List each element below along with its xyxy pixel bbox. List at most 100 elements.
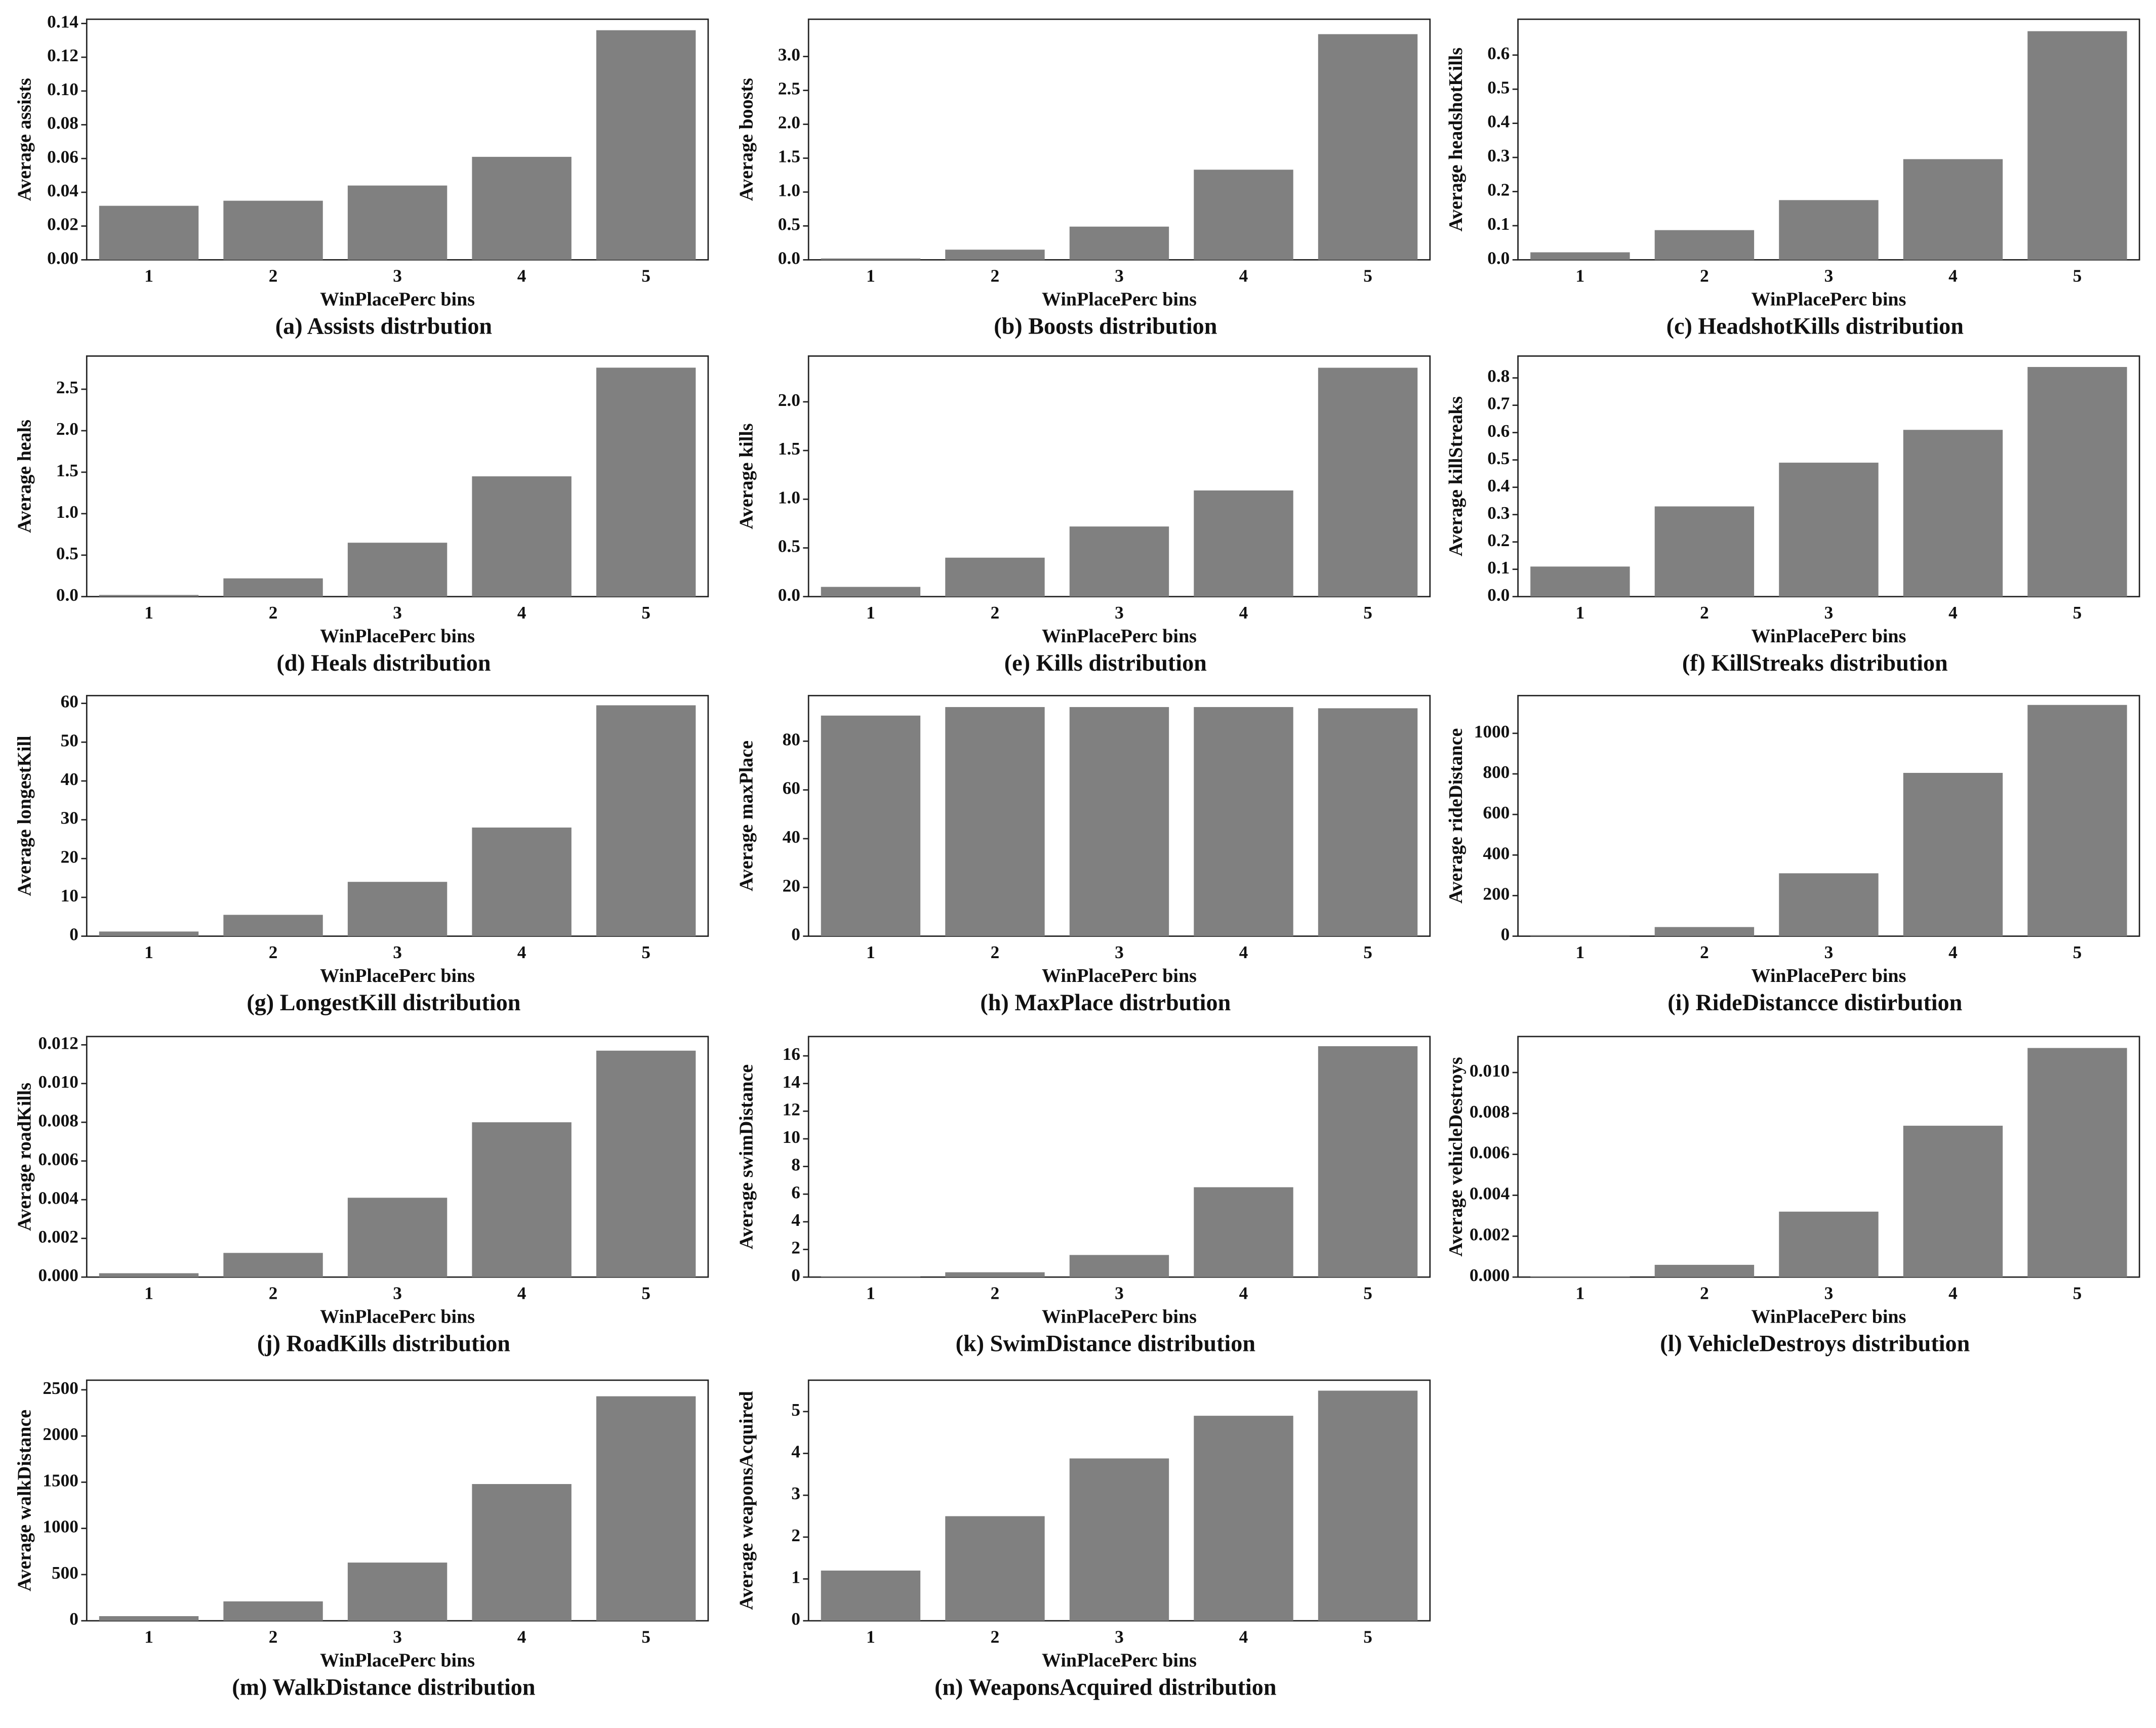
bar: [1069, 707, 1169, 936]
bar: [1069, 1255, 1169, 1278]
x-tick-label: 5: [2073, 1284, 2082, 1303]
x-tick-label: 5: [2073, 942, 2082, 962]
bar: [223, 1601, 323, 1621]
x-tick-label: 1: [866, 1627, 875, 1647]
x-tick-label: 2: [991, 603, 1000, 623]
y-tick-label: 0.002: [1470, 1224, 1510, 1244]
bar: [596, 705, 696, 936]
y-tick-label: 0.12: [47, 46, 78, 65]
y-tick-label: 0.004: [1470, 1184, 1510, 1204]
y-tick-label: 1: [791, 1568, 800, 1587]
x-tick-label: 4: [1239, 942, 1248, 962]
y-tick-label: 0.6: [1487, 44, 1510, 63]
bar: [1654, 927, 1755, 936]
x-tick-label: 2: [269, 942, 278, 962]
y-tick-label: 0: [1501, 925, 1510, 944]
x-tick-label: 4: [1948, 942, 1958, 962]
bar: [472, 476, 572, 597]
y-tick-label: 0.6: [1487, 421, 1510, 441]
y-axis-label: Average headshotKills: [1445, 48, 1467, 232]
y-tick-label: 0.008: [38, 1110, 78, 1130]
bar: [472, 827, 572, 936]
x-tick-label: 4: [1239, 1627, 1248, 1647]
x-tick-label: 5: [1363, 1627, 1372, 1647]
bar: [347, 543, 448, 597]
x-tick-label: 1: [144, 266, 153, 286]
y-axis-label: Average roadKills: [14, 1083, 35, 1231]
bar: [1779, 873, 1879, 936]
y-tick-label: 0.5: [778, 537, 800, 556]
x-tick-label: 5: [641, 1284, 650, 1303]
bar: [1318, 34, 1418, 260]
y-tick-label: 1000: [43, 1517, 78, 1537]
x-tick-label: 5: [1363, 942, 1372, 962]
x-tick-label: 1: [866, 942, 875, 962]
bar: [472, 1122, 572, 1278]
y-tick-label: 600: [1483, 803, 1510, 822]
x-tick-label: 3: [1824, 942, 1834, 962]
y-axis-label: Average swimDistance: [736, 1064, 757, 1250]
y-tick-label: 0.3: [1487, 503, 1510, 523]
y-tick-label: 60: [61, 692, 78, 712]
x-tick-label: 3: [393, 603, 402, 623]
y-tick-label: 0.004: [38, 1188, 78, 1208]
bar: [99, 1273, 199, 1278]
y-tick-label: 0.4: [1487, 112, 1510, 132]
bar: [1194, 170, 1293, 260]
bar: [2027, 1048, 2127, 1278]
x-tick-label: 4: [517, 1627, 526, 1647]
y-tick-label: 1.5: [778, 439, 800, 459]
y-axis-label: Average assists: [14, 78, 35, 201]
x-axis-label: WinPlacePerc bins: [1042, 965, 1197, 986]
bar: [1654, 506, 1755, 597]
y-tick-label: 1500: [43, 1470, 78, 1490]
y-tick-label: 60: [783, 778, 800, 798]
x-axis-label: WinPlacePerc bins: [1751, 626, 1906, 647]
y-tick-label: 0.4: [1487, 476, 1510, 496]
y-tick-label: 1000: [1474, 722, 1510, 742]
x-tick-label: 2: [1700, 1284, 1709, 1303]
y-tick-label: 0.010: [1470, 1061, 1510, 1081]
y-tick-label: 500: [52, 1563, 78, 1583]
y-tick-label: 10: [61, 886, 78, 906]
bar: [1069, 226, 1169, 260]
x-axis-label: WinPlacePerc bins: [1042, 1306, 1197, 1327]
x-tick-label: 5: [641, 1627, 650, 1647]
y-tick-label: 0.000: [38, 1265, 78, 1285]
bar: [472, 156, 572, 260]
y-axis-label: Average weaponsAcquired: [736, 1391, 757, 1610]
y-axis-label: Average longestKill: [14, 735, 35, 896]
x-tick-label: 3: [1115, 266, 1124, 286]
x-tick-label: 5: [2073, 603, 2082, 623]
x-tick-label: 3: [1115, 1284, 1124, 1303]
y-tick-label: 0.08: [47, 113, 78, 133]
bar: [1654, 230, 1755, 260]
x-tick-label: 5: [641, 603, 650, 623]
bar: [1530, 566, 1630, 597]
x-axis-label: WinPlacePerc bins: [320, 965, 475, 986]
y-tick-label: 3: [791, 1484, 800, 1503]
caption: (d) Heals distribution: [276, 650, 491, 676]
x-tick-label: 1: [1576, 266, 1585, 286]
caption: (f) KillStreaks distribution: [1682, 650, 1948, 676]
x-tick-label: 4: [1948, 603, 1958, 623]
bar: [223, 915, 323, 936]
bar: [347, 1198, 448, 1278]
y-tick-label: 2500: [43, 1378, 78, 1398]
y-tick-label: 0.5: [56, 544, 78, 563]
x-tick-label: 5: [641, 942, 650, 962]
y-axis-label: Average maxPlace: [736, 740, 757, 891]
x-tick-label: 2: [991, 266, 1000, 286]
bar: [596, 1050, 696, 1278]
bar: [1069, 1458, 1169, 1621]
bar: [1903, 430, 2003, 597]
y-tick-label: 0.0: [1487, 248, 1510, 268]
bar: [2027, 31, 2127, 260]
y-tick-label: 20: [61, 847, 78, 867]
x-tick-label: 3: [393, 1627, 402, 1647]
y-tick-label: 0.1: [1487, 558, 1510, 578]
bar: [821, 715, 921, 936]
y-tick-label: 0.3: [1487, 146, 1510, 166]
y-tick-label: 0.5: [1487, 448, 1510, 468]
bar: [1530, 935, 1630, 936]
